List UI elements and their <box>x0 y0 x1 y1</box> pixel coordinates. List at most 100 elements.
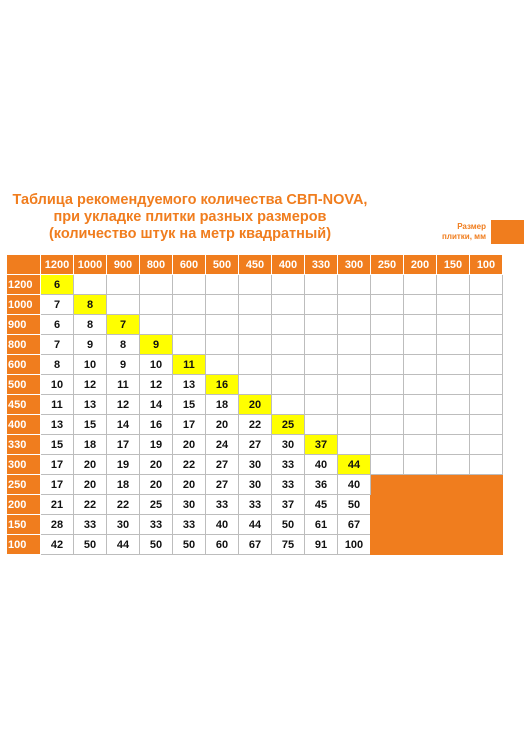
legend-label: Размер плитки, мм <box>418 222 486 242</box>
table-cell <box>139 274 173 295</box>
empty-cell <box>403 434 437 455</box>
table-row: 100 42 50 44 50 50 60 67 75 91 100 <box>6 534 503 555</box>
table-cell: 11 <box>172 354 206 375</box>
table-cell: 37 <box>271 494 305 515</box>
table-cell: 7 <box>40 294 74 315</box>
table-cell <box>304 354 338 375</box>
empty-cell <box>370 454 404 475</box>
empty-cell <box>370 334 404 355</box>
table-cell: 20 <box>73 474 107 495</box>
table-cell: 8 <box>73 294 107 315</box>
column-header: 450 <box>238 254 272 275</box>
table-cell <box>337 434 371 455</box>
table-cell: 28 <box>40 514 74 535</box>
legend-line-1: Размер <box>457 222 486 231</box>
table-row: 200 21 22 22 25 30 33 33 37 45 50 <box>6 494 503 515</box>
empty-cell <box>403 354 437 375</box>
table-cell <box>238 334 272 355</box>
table-cell: 6 <box>40 314 74 335</box>
row-header: 400 <box>6 414 41 435</box>
table-cell <box>271 354 305 375</box>
column-header: 600 <box>172 254 206 275</box>
table-cell <box>304 294 338 315</box>
table-cell <box>205 294 239 315</box>
table-cell: 20 <box>73 454 107 475</box>
table-cell: 14 <box>139 394 173 415</box>
table-cell: 11 <box>40 394 74 415</box>
row-header: 500 <box>6 374 41 395</box>
table-row: 300 17 20 19 20 22 27 30 33 40 44 <box>6 454 503 475</box>
table-cell <box>304 314 338 335</box>
table-cell <box>172 314 206 335</box>
column-header: 150 <box>436 254 470 275</box>
table-cell: 67 <box>238 534 272 555</box>
table-cell <box>238 354 272 375</box>
table-cell: 75 <box>271 534 305 555</box>
table-cell <box>238 374 272 395</box>
table-cell: 19 <box>106 454 140 475</box>
empty-cell <box>370 274 404 295</box>
table-cell: 9 <box>106 354 140 375</box>
empty-cell <box>403 454 437 475</box>
table-row: 600 8 10 9 10 11 <box>6 354 503 375</box>
table-cell <box>238 294 272 315</box>
table-cell: 17 <box>40 474 74 495</box>
table-cell <box>205 354 239 375</box>
table-cell: 20 <box>139 474 173 495</box>
empty-cell <box>370 314 404 335</box>
table-cell: 33 <box>205 494 239 515</box>
table-cell <box>271 314 305 335</box>
table-cell: 13 <box>73 394 107 415</box>
empty-cell <box>403 334 437 355</box>
table-cell: 13 <box>172 374 206 395</box>
table-cell: 20 <box>238 394 272 415</box>
table-cell <box>205 274 239 295</box>
table-cell: 33 <box>73 514 107 535</box>
table-cell: 33 <box>139 514 173 535</box>
table-cell: 6 <box>40 274 74 295</box>
table-cell <box>304 274 338 295</box>
table-cell <box>205 334 239 355</box>
column-header: 300 <box>337 254 371 275</box>
table-cell: 91 <box>304 534 338 555</box>
empty-cell <box>370 294 404 315</box>
empty-cell <box>469 434 503 455</box>
title-line-3: (количество штук на метр квадратный) <box>48 226 332 242</box>
table-cell: 14 <box>106 414 140 435</box>
empty-cell <box>469 314 503 335</box>
table-cell: 12 <box>139 374 173 395</box>
table-cell: 16 <box>205 374 239 395</box>
table-cell <box>139 314 173 335</box>
empty-cell <box>403 414 437 435</box>
table-cell: 22 <box>238 414 272 435</box>
empty-cell <box>403 274 437 295</box>
table-cell: 50 <box>139 534 173 555</box>
table-cell <box>139 294 173 315</box>
empty-cell <box>436 394 470 415</box>
table-cell: 40 <box>205 514 239 535</box>
table-cell: 36 <box>304 474 338 495</box>
table-cell <box>337 394 371 415</box>
table-cell: 100 <box>337 534 371 555</box>
table-cell: 25 <box>271 414 305 435</box>
empty-cell <box>370 414 404 435</box>
table-cell: 22 <box>73 494 107 515</box>
table-row: 500 10 12 11 12 13 16 <box>6 374 503 395</box>
row-header: 1000 <box>6 294 41 315</box>
tile-size-table: 1200 1000 900 800 600 500 450 400 330 300 250 200 15… <box>6 254 503 555</box>
table-cell: 44 <box>337 454 371 475</box>
table-cell <box>106 294 140 315</box>
empty-cell <box>469 454 503 475</box>
table-cell: 16 <box>139 414 173 435</box>
table-cell: 33 <box>238 494 272 515</box>
table-cell <box>271 394 305 415</box>
table-cell: 44 <box>106 534 140 555</box>
row-header: 100 <box>6 534 41 555</box>
column-header: 250 <box>370 254 404 275</box>
table-cell <box>172 274 206 295</box>
column-header: 1200 <box>40 254 74 275</box>
empty-cell <box>370 374 404 395</box>
row-header: 600 <box>6 354 41 375</box>
empty-cell <box>436 374 470 395</box>
table-cell: 20 <box>139 454 173 475</box>
